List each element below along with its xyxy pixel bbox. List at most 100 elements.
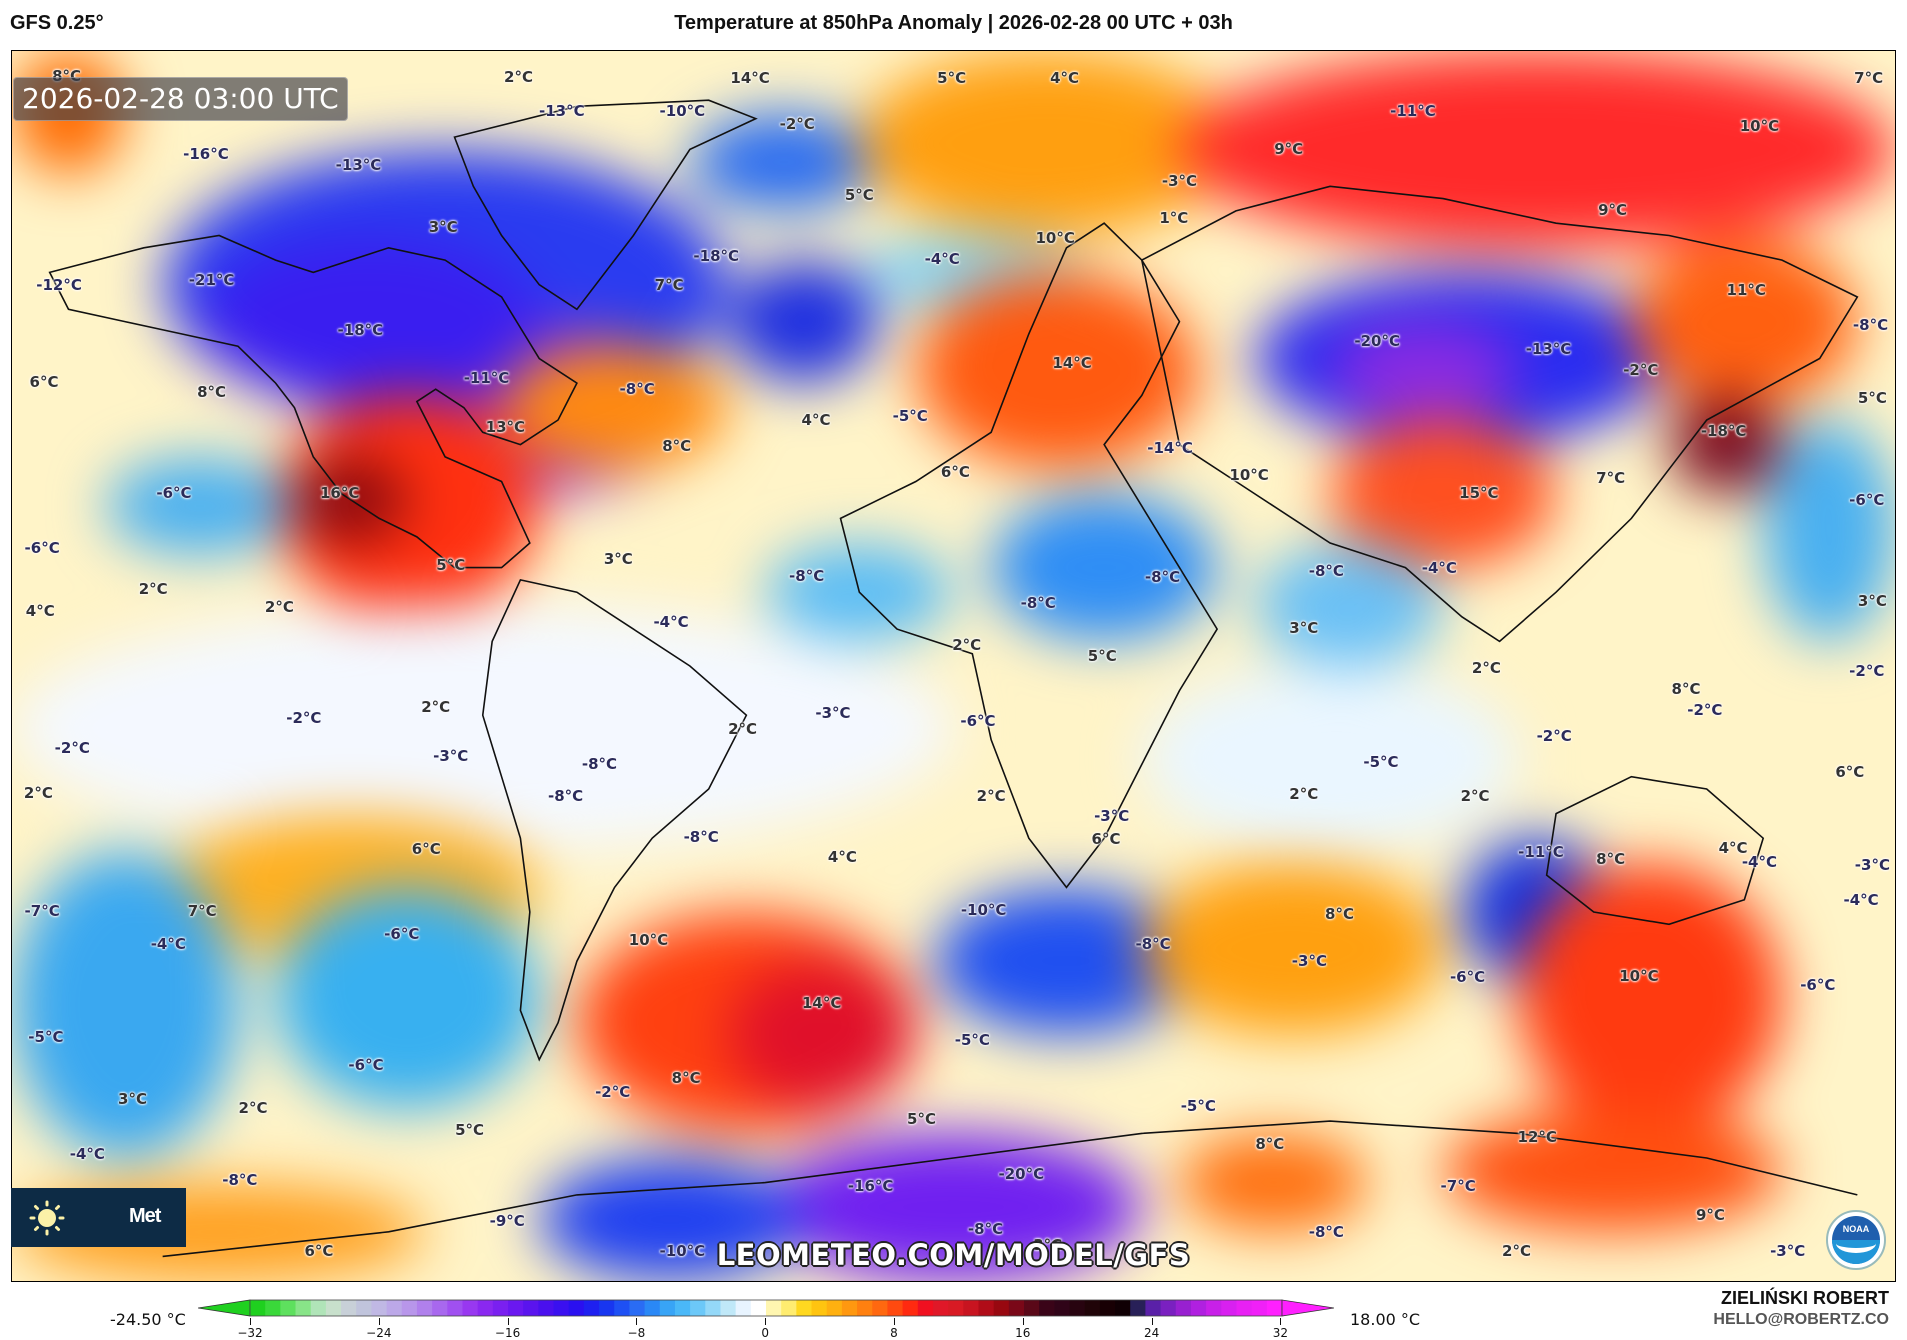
tick-label: 8 bbox=[890, 1326, 898, 1340]
author-email[interactable]: HELLO@ROBERTZ.CO bbox=[1713, 1311, 1889, 1328]
temperature-label: 10°C bbox=[1229, 466, 1269, 485]
temperature-label: -2°C bbox=[286, 708, 322, 727]
legend-min-value: -24.50 °C bbox=[110, 1310, 186, 1329]
temperature-label: 2°C bbox=[23, 783, 53, 802]
anomaly-region bbox=[275, 887, 540, 1109]
temperature-label: 4°C bbox=[1718, 839, 1748, 858]
temperature-label: -3°C bbox=[433, 746, 469, 765]
temperature-labels: 8°C 2°C -13°C -10°C 14°C -2°C 5°C 4°C 7°C -16°C -1… bbox=[12, 51, 1895, 1281]
temperature-label: 10°C bbox=[1739, 117, 1780, 136]
tick-mark bbox=[1280, 1318, 1282, 1325]
temperature-label: -7°C bbox=[24, 901, 60, 920]
tick-label: −24 bbox=[366, 1326, 392, 1340]
temperature-label: -8°C bbox=[222, 1171, 258, 1190]
legend-max-value: 18.00 °C bbox=[1350, 1310, 1421, 1329]
temperature-label: -8°C bbox=[683, 827, 719, 846]
temperature-label: 9°C bbox=[1274, 140, 1304, 159]
temperature-label: -18°C bbox=[1700, 422, 1747, 441]
temperature-label: -13°C bbox=[1525, 339, 1572, 358]
temperature-label: 3°C bbox=[118, 1089, 147, 1108]
temperature-label: 5°C bbox=[937, 69, 967, 88]
temperature-label: -3°C bbox=[1770, 1242, 1806, 1261]
temperature-label: 2°C bbox=[504, 67, 533, 86]
temperature-label: -18°C bbox=[693, 247, 740, 266]
temperature-label: -8°C bbox=[619, 380, 655, 399]
tick-label: 24 bbox=[1143, 1326, 1160, 1340]
tick-label: 16 bbox=[1015, 1326, 1031, 1340]
anomaly-region bbox=[1179, 1133, 1368, 1232]
anomaly-region bbox=[1179, 51, 1895, 248]
temperature-label: 7°C bbox=[1596, 468, 1626, 487]
temperature-label: -16°C bbox=[847, 1177, 894, 1196]
temperature-label: 8°C bbox=[1671, 680, 1701, 699]
temperature-label: -11°C bbox=[1518, 842, 1564, 861]
temperature-label: 5°C bbox=[844, 185, 874, 204]
temperature-label: 3°C bbox=[1289, 618, 1319, 637]
temperature-label: 6°C bbox=[1091, 830, 1121, 849]
temperature-label: 12°C bbox=[1517, 1128, 1557, 1147]
anomaly-region bbox=[1330, 420, 1557, 568]
temperature-label: -8°C bbox=[548, 787, 584, 806]
temperature-label: -2°C bbox=[595, 1082, 631, 1101]
temperature-label: -4°C bbox=[1421, 558, 1457, 577]
temperature-label: 3°C bbox=[1033, 1236, 1063, 1255]
anomaly-region bbox=[1330, 321, 1519, 420]
temperature-label: -4°C bbox=[1741, 852, 1778, 871]
temperature-label: 7°C bbox=[1854, 69, 1884, 88]
temperature-label: -8°C bbox=[789, 567, 825, 586]
temperature-label: -2°C bbox=[1623, 360, 1659, 379]
temperature-label: 5°C bbox=[1087, 647, 1117, 666]
temperature-label: -6°C bbox=[960, 712, 996, 731]
temperature-label: 10°C bbox=[1619, 966, 1659, 985]
temperature-label: -4°C bbox=[150, 934, 186, 953]
temperature-label: -2°C bbox=[1687, 701, 1723, 720]
temperature-label: -5°C bbox=[1363, 752, 1399, 771]
temperature-label: -8°C bbox=[1308, 562, 1344, 581]
temperature-label: -3°C bbox=[1094, 807, 1130, 826]
anomaly-region bbox=[501, 346, 728, 470]
temperature-label: 2°C bbox=[952, 636, 982, 655]
temperature-label: -3°C bbox=[815, 703, 851, 722]
temperature-label: 2°C bbox=[238, 1098, 268, 1117]
site-watermark: LEOMETEO.COM/MODEL/GFS bbox=[716, 1238, 1191, 1272]
temperature-label: -8°C bbox=[1144, 568, 1181, 587]
tick-mark bbox=[1022, 1318, 1024, 1325]
temperature-label: 4°C bbox=[827, 847, 857, 866]
temperature-label: 13°C bbox=[485, 418, 526, 437]
anomaly-region bbox=[689, 112, 879, 211]
temperature-label: 2°C bbox=[1289, 784, 1319, 803]
tick-mark bbox=[894, 1318, 895, 1325]
temperature-label: 15°C bbox=[1459, 483, 1499, 502]
temperature-label: 10°C bbox=[628, 931, 669, 950]
temperature-label: 9°C bbox=[1695, 1205, 1725, 1224]
page-title: Temperature at 850hPa Anomaly | 2026-02-… bbox=[674, 12, 1233, 34]
color-scale-ticks: −32 −24 −16 −8 0 8 16 24 32 bbox=[0, 1318, 1907, 1340]
temperature-label: -3°C bbox=[1161, 172, 1198, 191]
tick-mark bbox=[1151, 1318, 1153, 1325]
temperature-label: -10°C bbox=[659, 1242, 706, 1261]
temperature-label: -8°C bbox=[967, 1220, 1004, 1239]
temperature-anomaly-map[interactable]: 8°C 2°C -13°C -10°C 14°C -2°C 5°C 4°C 7°C -16°C -1… bbox=[11, 50, 1896, 1282]
temperature-label: 4°C bbox=[25, 601, 55, 620]
temperature-label: -7°C bbox=[1440, 1177, 1476, 1196]
temperature-label: -11°C bbox=[1390, 102, 1436, 121]
provider-badge[interactable]: Met bbox=[11, 1188, 186, 1247]
tick-label: −32 bbox=[237, 1326, 263, 1340]
temperature-label: 4°C bbox=[801, 411, 831, 429]
anomaly-region bbox=[859, 51, 1236, 236]
temperature-label: -6°C bbox=[1449, 968, 1486, 987]
temperature-label: 7°C bbox=[187, 901, 217, 920]
temperature-label: -6°C bbox=[156, 483, 192, 502]
temperature-label: 8°C bbox=[671, 1069, 701, 1088]
anomaly-region bbox=[1443, 1108, 1783, 1232]
temperature-label: 3°C bbox=[1857, 591, 1887, 610]
temperature-label: 3°C bbox=[428, 217, 458, 236]
temperature-label: -5°C bbox=[892, 407, 928, 426]
tick-mark bbox=[636, 1318, 638, 1325]
temperature-label: -2°C bbox=[1849, 661, 1885, 680]
temperature-label: 2°C bbox=[138, 579, 168, 598]
author-name: ZIELIŃSKI ROBERT bbox=[1720, 1288, 1889, 1308]
temperature-label: -3°C bbox=[1291, 952, 1327, 971]
temperature-label: -6°C bbox=[24, 538, 60, 557]
provider-badge-text: Met bbox=[129, 1205, 161, 1227]
